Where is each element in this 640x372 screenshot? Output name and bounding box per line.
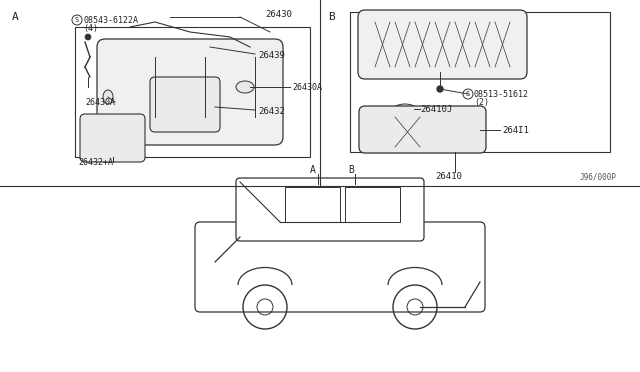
Text: S: S — [75, 17, 79, 23]
Ellipse shape — [394, 106, 402, 112]
Bar — [285, 187, 340, 222]
Text: B: B — [328, 12, 335, 22]
Bar — [75, 27, 310, 157]
Text: B: B — [348, 165, 354, 175]
Circle shape — [437, 86, 443, 92]
Text: 26430: 26430 — [265, 10, 292, 19]
FancyBboxPatch shape — [195, 222, 485, 312]
Text: (2): (2) — [474, 97, 489, 106]
Text: A: A — [310, 165, 316, 175]
Ellipse shape — [103, 90, 113, 104]
Text: (4): (4) — [83, 23, 98, 32]
FancyBboxPatch shape — [236, 178, 424, 241]
Text: 08543-6122A: 08543-6122A — [83, 16, 138, 25]
Text: 26432+A: 26432+A — [78, 157, 113, 167]
Text: J96/000P: J96/000P — [580, 173, 617, 182]
Ellipse shape — [236, 81, 254, 93]
FancyBboxPatch shape — [150, 77, 220, 132]
Bar — [350, 12, 610, 152]
Text: 26430A: 26430A — [292, 83, 322, 92]
Text: 26410J: 26410J — [420, 105, 452, 113]
Text: 26439: 26439 — [258, 51, 285, 60]
Ellipse shape — [394, 104, 416, 114]
FancyBboxPatch shape — [358, 10, 527, 79]
FancyBboxPatch shape — [359, 106, 486, 153]
Text: 264I1: 264I1 — [502, 125, 529, 135]
Text: A: A — [12, 12, 19, 22]
Text: 08513-51612: 08513-51612 — [474, 90, 529, 99]
Text: S: S — [466, 91, 470, 97]
Text: 26430A: 26430A — [85, 97, 115, 106]
FancyBboxPatch shape — [97, 39, 283, 145]
Text: 26410: 26410 — [435, 171, 462, 180]
FancyBboxPatch shape — [80, 114, 145, 162]
Circle shape — [85, 34, 91, 40]
Text: 26432: 26432 — [258, 106, 285, 115]
Bar — [345, 187, 400, 222]
